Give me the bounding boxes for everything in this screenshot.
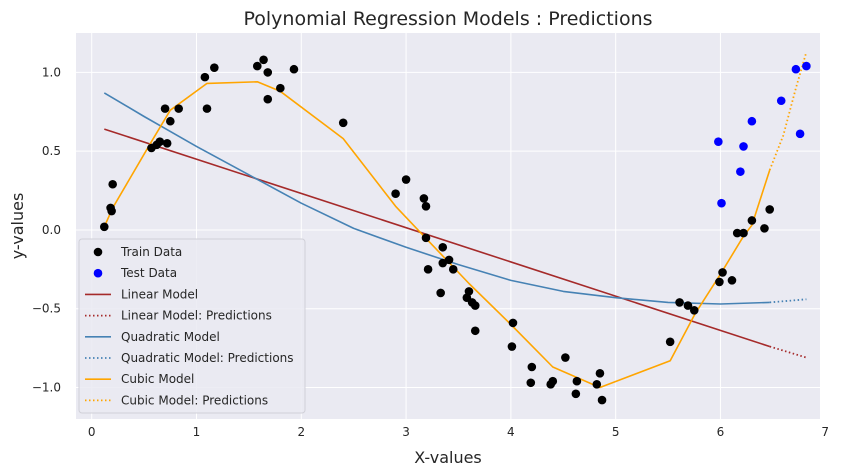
x-tick-label: 6 (717, 425, 725, 439)
test-data-point (739, 142, 748, 151)
train-data-point (760, 224, 769, 233)
x-tick-label: 0 (88, 425, 96, 439)
train-data-point (421, 202, 431, 211)
train-data-point (718, 268, 727, 277)
x-axis-label: X-values (414, 448, 482, 467)
legend-label: Test Data (120, 266, 177, 280)
train-data-point (448, 265, 458, 274)
test-data-point (776, 96, 786, 106)
train-data-point (665, 337, 675, 347)
train-data-point (200, 72, 210, 82)
quadratic-model-line (103, 92, 770, 305)
train-data-point (526, 378, 536, 388)
train-data-point (727, 276, 737, 285)
test-data-point (717, 198, 726, 208)
train-data-point (174, 104, 183, 113)
train-data-point (276, 83, 285, 93)
y-tick-label: 1.0 (42, 65, 61, 79)
train-data-point (470, 326, 480, 336)
y-tick-label: 0.0 (42, 223, 61, 237)
legend-marker (93, 268, 103, 278)
legend-label: Linear Model (121, 287, 198, 301)
train-data-point (421, 233, 431, 243)
x-tick-label: 7 (821, 425, 829, 439)
train-data-point (107, 206, 116, 216)
train-data-point (561, 353, 570, 362)
legend-label: Linear Model: Predictions (121, 309, 272, 323)
train-data-point (675, 298, 684, 307)
tick-labels: 0 1 2 3 4 5 6 7 −1.0 −0.5 0.0 0.5 1.0 (32, 65, 829, 439)
train-data-point (166, 116, 175, 126)
legend: Train Data Test Data Linear Model Linear Mo… (78, 238, 306, 414)
train-data-point (595, 369, 605, 378)
train-data-point (99, 222, 109, 232)
y-axis-label: y-values (8, 193, 27, 260)
train-data-point (401, 175, 411, 184)
train-data-point (338, 118, 348, 128)
train-data-point (423, 265, 433, 274)
train-data-point (419, 194, 429, 203)
test-data-point (802, 61, 811, 71)
train-data-point (747, 216, 757, 225)
train-data-point (263, 68, 273, 77)
train-data-point (765, 205, 775, 214)
train-data-point (391, 189, 400, 199)
test-data-point (714, 137, 723, 147)
test-data-point (795, 129, 805, 139)
y-tick-label: 0.5 (42, 144, 61, 158)
train-data-point (160, 104, 170, 113)
chart-title: Polynomial Regression Models : Predictio… (243, 8, 652, 30)
x-tick-label: 3 (402, 425, 410, 439)
x-tick-label: 4 (507, 425, 515, 439)
test-data-point (736, 167, 745, 176)
train-data-point (470, 301, 480, 310)
train-data-point (444, 255, 454, 265)
test-data-point (747, 116, 757, 126)
train-data-point (202, 104, 212, 113)
train-data-point (508, 318, 518, 328)
legend-label: Cubic Model: Predictions (121, 393, 268, 407)
train-data-point (597, 395, 607, 405)
y-tick-label: −0.5 (32, 302, 61, 316)
cubic-model-predictions-line (768, 51, 808, 171)
train-data-point (571, 389, 581, 399)
legend-label: Train Data (120, 245, 182, 259)
train-data-point (252, 61, 262, 71)
train-data-point (259, 55, 268, 65)
y-tick-label: −1.0 (32, 380, 61, 394)
legend-label: Quadratic Model (121, 330, 220, 344)
train-data-point (507, 342, 517, 351)
train-data-point (162, 138, 172, 148)
train-data-point (155, 137, 165, 147)
x-tick-label: 2 (297, 425, 305, 439)
train-data-point (263, 94, 273, 104)
x-tick-label: 1 (193, 425, 201, 439)
series-layer (99, 51, 811, 405)
train-data-point (464, 287, 474, 296)
train-data-point (438, 242, 448, 252)
train-data-point (715, 277, 724, 287)
train-data-point (436, 288, 445, 298)
legend-marker (93, 247, 103, 257)
train-data-point (689, 305, 699, 315)
linear-model-line (104, 128, 770, 348)
test-data-point (791, 64, 801, 74)
train-data-point (739, 228, 748, 238)
train-data-point (289, 64, 299, 74)
legend-frame (78, 238, 306, 414)
x-tick-label: 5 (612, 425, 620, 439)
train-data-point (527, 362, 537, 372)
train-data-point (108, 179, 117, 189)
train-data-point (210, 63, 219, 72)
train-data-point (548, 376, 558, 386)
legend-label: Quadratic Model: Predictions (121, 351, 294, 365)
train-data-point (683, 301, 693, 310)
train-data-point (592, 380, 602, 389)
train-data-point (732, 228, 742, 238)
legend-label: Cubic Model (121, 372, 194, 386)
train-data-point (572, 376, 582, 386)
